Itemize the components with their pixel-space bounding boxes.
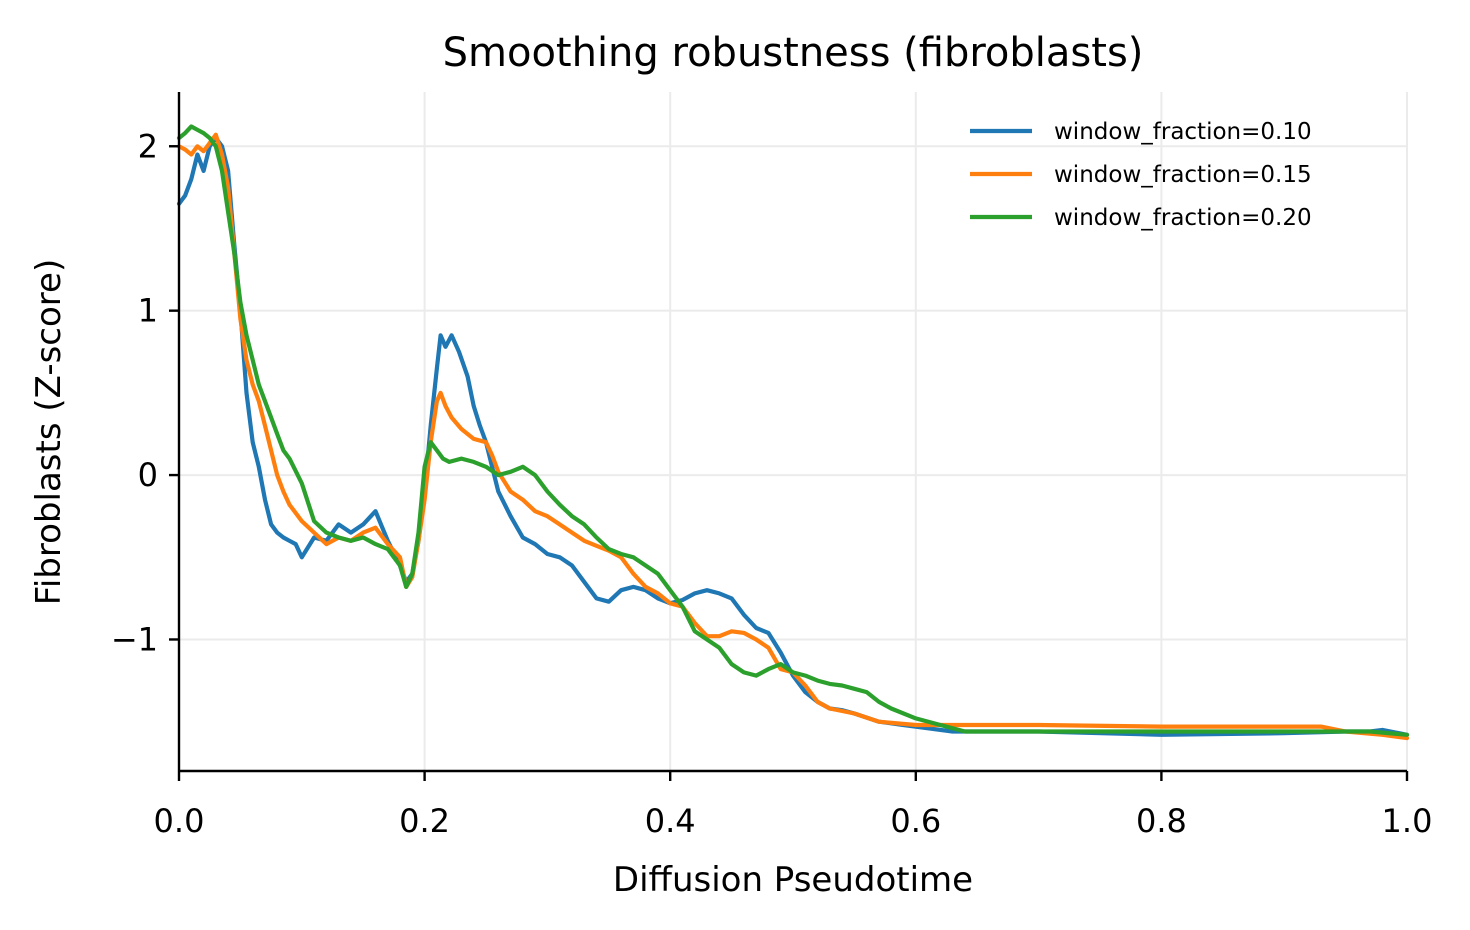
x-tick-label: 0.2 (399, 802, 450, 840)
x-tick-label: 0.0 (154, 802, 205, 840)
x-tick-label: 1.0 (1382, 802, 1433, 840)
legend-label: window_fraction=0.15 (1054, 162, 1312, 188)
y-tick-label: 0 (138, 456, 158, 494)
legend: window_fraction=0.10 window_fraction=0.15… (970, 119, 1312, 231)
grid (178, 92, 1408, 771)
legend-label: window_fraction=0.20 (1054, 205, 1312, 231)
series-line-2 (176, 132, 1410, 741)
chart-title: Smoothing robustness (fibroblasts) (443, 30, 1144, 76)
series-line-3 (176, 124, 1410, 737)
x-tick-label: 0.6 (890, 802, 941, 840)
legend-label: window_fraction=0.10 (1054, 119, 1312, 145)
x-tick-label: 0.8 (1136, 802, 1187, 840)
ticks: 0.0 0.2 0.4 0.6 0.8 1.0 2 1 0 −1 (111, 127, 1433, 840)
y-tick-label: −1 (111, 620, 158, 658)
series-layer (176, 124, 1410, 741)
y-tick-label: 1 (138, 292, 158, 330)
x-tick-label: 0.4 (645, 802, 696, 840)
y-axis-label: Fibroblasts (Z-score) (29, 259, 69, 605)
x-axis-label: Diffusion Pseudotime (613, 860, 973, 900)
axes (177, 92, 1407, 773)
y-tick-label: 2 (138, 127, 158, 165)
